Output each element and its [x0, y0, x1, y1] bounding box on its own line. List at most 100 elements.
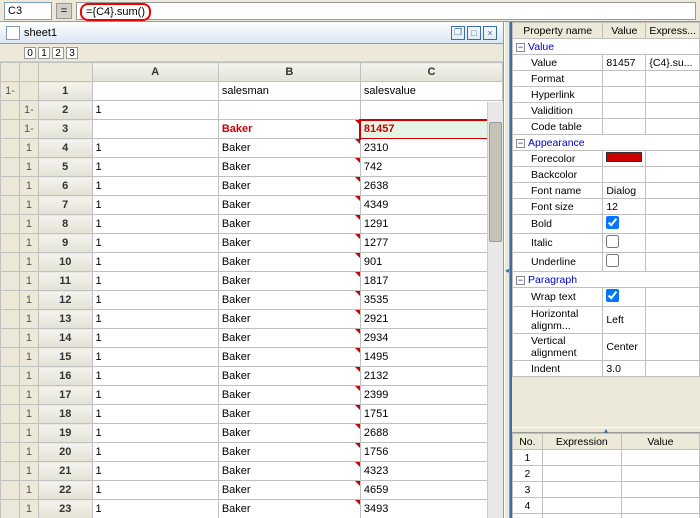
outline-gutter[interactable] — [1, 139, 20, 158]
cell[interactable]: 2399 — [360, 386, 502, 405]
vertical-scrollbar[interactable] — [487, 102, 503, 518]
cell[interactable]: 1 — [92, 348, 218, 367]
col-header-C[interactable]: C — [360, 63, 502, 82]
cell[interactable]: 2310 — [360, 139, 502, 158]
cell[interactable] — [218, 101, 360, 120]
cell[interactable]: Baker — [218, 367, 360, 386]
cell[interactable]: 1 — [92, 139, 218, 158]
cell[interactable]: 2638 — [360, 177, 502, 196]
cell[interactable]: 1 — [92, 253, 218, 272]
outline-gutter[interactable] — [1, 500, 20, 518]
expr-value[interactable] — [621, 466, 699, 482]
prop-name[interactable]: Font size — [513, 199, 603, 215]
expr-value[interactable] — [621, 450, 699, 466]
prop-name[interactable]: Value — [513, 55, 603, 71]
checkbox[interactable] — [606, 254, 619, 267]
cell[interactable]: 4659 — [360, 481, 502, 500]
row-header-5[interactable]: 5 — [38, 158, 92, 177]
outline-gutter[interactable]: 1 — [19, 424, 38, 443]
prop-value[interactable]: 81457 — [603, 55, 646, 71]
outline-gutter[interactable] — [1, 272, 20, 291]
prop-expr[interactable] — [646, 199, 700, 215]
outline-level-2[interactable]: 2 — [52, 47, 64, 59]
window-restore-icon[interactable]: ❐ — [451, 26, 465, 40]
outline-gutter[interactable] — [1, 443, 20, 462]
cell[interactable]: 1 — [92, 310, 218, 329]
row-header-4[interactable]: 4 — [38, 139, 92, 158]
outline-gutter[interactable] — [1, 348, 20, 367]
prop-value[interactable] — [603, 234, 646, 253]
row-header-10[interactable]: 10 — [38, 253, 92, 272]
prop-value[interactable]: Center — [603, 334, 646, 361]
prop-expr[interactable] — [646, 361, 700, 377]
prop-name[interactable]: Bold — [513, 215, 603, 234]
outline-gutter[interactable] — [1, 234, 20, 253]
col-header-A[interactable]: A — [92, 63, 218, 82]
cell[interactable]: 1495 — [360, 348, 502, 367]
cell[interactable]: 1 — [92, 291, 218, 310]
prop-expr[interactable] — [646, 183, 700, 199]
prop-group-Paragraph[interactable]: −Paragraph — [513, 272, 700, 288]
cell[interactable]: Baker — [218, 424, 360, 443]
outline-gutter[interactable] — [1, 329, 20, 348]
prop-name[interactable]: Validition — [513, 103, 603, 119]
outline-gutter[interactable]: 1 — [19, 253, 38, 272]
expr-cell[interactable] — [542, 498, 621, 514]
expr-cell[interactable] — [542, 482, 621, 498]
row-header-2[interactable]: 2 — [38, 101, 92, 120]
prop-value[interactable] — [603, 215, 646, 234]
outline-gutter[interactable] — [1, 405, 20, 424]
cell[interactable]: 1 — [92, 272, 218, 291]
cell[interactable]: Baker — [218, 386, 360, 405]
row-header-7[interactable]: 7 — [38, 196, 92, 215]
expr-cell[interactable] — [542, 450, 621, 466]
cell[interactable]: Baker — [218, 215, 360, 234]
outline-gutter[interactable]: 1 — [19, 367, 38, 386]
cell[interactable]: 1 — [92, 424, 218, 443]
prop-name[interactable]: Underline — [513, 253, 603, 272]
outline-gutter[interactable] — [1, 462, 20, 481]
outline-gutter[interactable]: 1 — [19, 462, 38, 481]
prop-value[interactable]: Dialog — [603, 183, 646, 199]
cell[interactable]: 1 — [92, 367, 218, 386]
property-grid[interactable]: Property nameValueExpress...−ValueValue8… — [512, 22, 700, 377]
checkbox[interactable] — [606, 235, 619, 248]
row-header-14[interactable]: 14 — [38, 329, 92, 348]
expr-cell[interactable] — [542, 514, 621, 518]
cell[interactable]: 1291 — [360, 215, 502, 234]
prop-value[interactable]: 12 — [603, 199, 646, 215]
cell[interactable]: 2921 — [360, 310, 502, 329]
col-header-B[interactable]: B — [218, 63, 360, 82]
prop-name[interactable]: Hyperlink — [513, 87, 603, 103]
cell[interactable]: 1751 — [360, 405, 502, 424]
cell[interactable] — [360, 101, 502, 120]
expr-value[interactable] — [621, 482, 699, 498]
checkbox[interactable] — [606, 289, 619, 302]
cell[interactable]: Baker — [218, 481, 360, 500]
cell[interactable]: Baker — [218, 500, 360, 518]
spreadsheet[interactable]: ABC1-1salesmansalesvalue1-211-3Baker8145… — [0, 62, 503, 518]
prop-expr[interactable] — [646, 103, 700, 119]
prop-expr[interactable] — [646, 215, 700, 234]
cell[interactable]: Baker — [218, 158, 360, 177]
outline-level-1[interactable]: 1 — [38, 47, 50, 59]
outline-gutter[interactable] — [1, 253, 20, 272]
outline-level-3[interactable]: 3 — [66, 47, 78, 59]
cell[interactable]: 1 — [92, 196, 218, 215]
prop-value[interactable] — [603, 288, 646, 307]
row-header-18[interactable]: 18 — [38, 405, 92, 424]
prop-expr[interactable] — [646, 234, 700, 253]
outline-gutter[interactable]: 1 — [19, 215, 38, 234]
prop-value[interactable] — [603, 167, 646, 183]
cell[interactable]: Baker — [218, 272, 360, 291]
cell[interactable]: 1 — [92, 481, 218, 500]
outline-gutter[interactable]: 1 — [19, 177, 38, 196]
cell[interactable]: 1 — [92, 158, 218, 177]
prop-value[interactable] — [603, 151, 646, 167]
prop-group-Value[interactable]: −Value — [513, 39, 700, 55]
prop-expr[interactable] — [646, 334, 700, 361]
cell[interactable]: Baker — [218, 177, 360, 196]
row-header-1[interactable]: 1 — [38, 82, 92, 101]
cell[interactable]: salesvalue — [360, 82, 502, 101]
prop-name[interactable]: Forecolor — [513, 151, 603, 167]
